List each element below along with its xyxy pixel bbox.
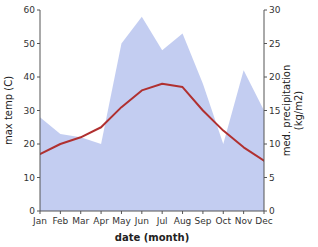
x-tick-label: Sep bbox=[194, 216, 211, 226]
precipitation-area bbox=[40, 17, 264, 211]
x-tick-label: Apr bbox=[93, 216, 109, 226]
y2-tick-label: 10 bbox=[269, 139, 281, 149]
plot-area bbox=[40, 17, 264, 211]
x-tick-label: Oct bbox=[215, 216, 231, 226]
x-tick bbox=[162, 211, 163, 214]
y-tick-label: 0 bbox=[29, 206, 35, 216]
x-axis-line bbox=[40, 211, 264, 212]
y2-tick-label: 15 bbox=[269, 106, 280, 116]
y2-tick bbox=[264, 144, 267, 145]
x-axis-label: date (month) bbox=[115, 232, 189, 243]
x-tick bbox=[141, 211, 142, 214]
y-tick-label: 10 bbox=[24, 173, 36, 183]
x-tick-label: Jul bbox=[156, 216, 168, 226]
x-tick-label: Jun bbox=[134, 216, 149, 226]
y2-axis-label: med. precipitation(kg/m2) bbox=[281, 65, 304, 157]
chart: 0 10 20 30 40 50 60 0 5 10 15 20 25 30 Jan Feb Mar AprMay… bbox=[0, 0, 318, 247]
y-tick bbox=[37, 177, 40, 178]
y-tick-label: 20 bbox=[24, 139, 36, 149]
x-tick bbox=[101, 211, 102, 214]
x-tick-label: Nov bbox=[235, 216, 253, 226]
y-tick-label: 30 bbox=[24, 106, 36, 116]
x-tick bbox=[40, 211, 41, 214]
x-tick-label: Dec bbox=[255, 216, 272, 226]
y2-tick-label: 30 bbox=[269, 5, 281, 15]
y-tick bbox=[37, 77, 40, 78]
y2-tick-label: 5 bbox=[269, 173, 275, 183]
y-tick-label: 40 bbox=[24, 72, 36, 82]
y2-tick bbox=[264, 177, 267, 178]
x-tick bbox=[202, 211, 203, 214]
x-tick bbox=[80, 211, 81, 214]
x-tick-label: Aug bbox=[174, 216, 192, 226]
x-tick-label: Jan bbox=[32, 216, 47, 226]
y2-tick bbox=[264, 10, 267, 11]
y-tick bbox=[37, 43, 40, 44]
x-tick bbox=[121, 211, 122, 214]
y-tick bbox=[37, 144, 40, 145]
x-tick bbox=[182, 211, 183, 214]
temperature-line bbox=[40, 84, 264, 161]
y2-tick-label: 0 bbox=[269, 206, 275, 216]
y-tick-label: 50 bbox=[24, 39, 36, 49]
x-tick bbox=[60, 211, 61, 214]
y2-tick-label: 20 bbox=[269, 72, 281, 82]
y-tick-label: 60 bbox=[24, 5, 36, 15]
y2-tick bbox=[264, 77, 267, 78]
x-tick-label: Feb bbox=[52, 216, 68, 226]
x-tick-label: Mar bbox=[72, 216, 89, 226]
x-tick-label: May bbox=[112, 216, 131, 226]
y-tick bbox=[37, 10, 40, 11]
y2-axis-label-line: (kg/m2) bbox=[293, 91, 304, 131]
y-tick bbox=[37, 110, 40, 111]
y2-axis-label-line: med. precipitation bbox=[281, 65, 292, 157]
x-tick bbox=[264, 211, 265, 214]
y-axis-label: max temp (C) bbox=[3, 76, 14, 145]
y2-tick bbox=[264, 110, 267, 111]
y2-tick bbox=[264, 43, 267, 44]
x-tick bbox=[223, 211, 224, 214]
y2-tick-label: 25 bbox=[269, 39, 280, 49]
x-tick bbox=[243, 211, 244, 214]
